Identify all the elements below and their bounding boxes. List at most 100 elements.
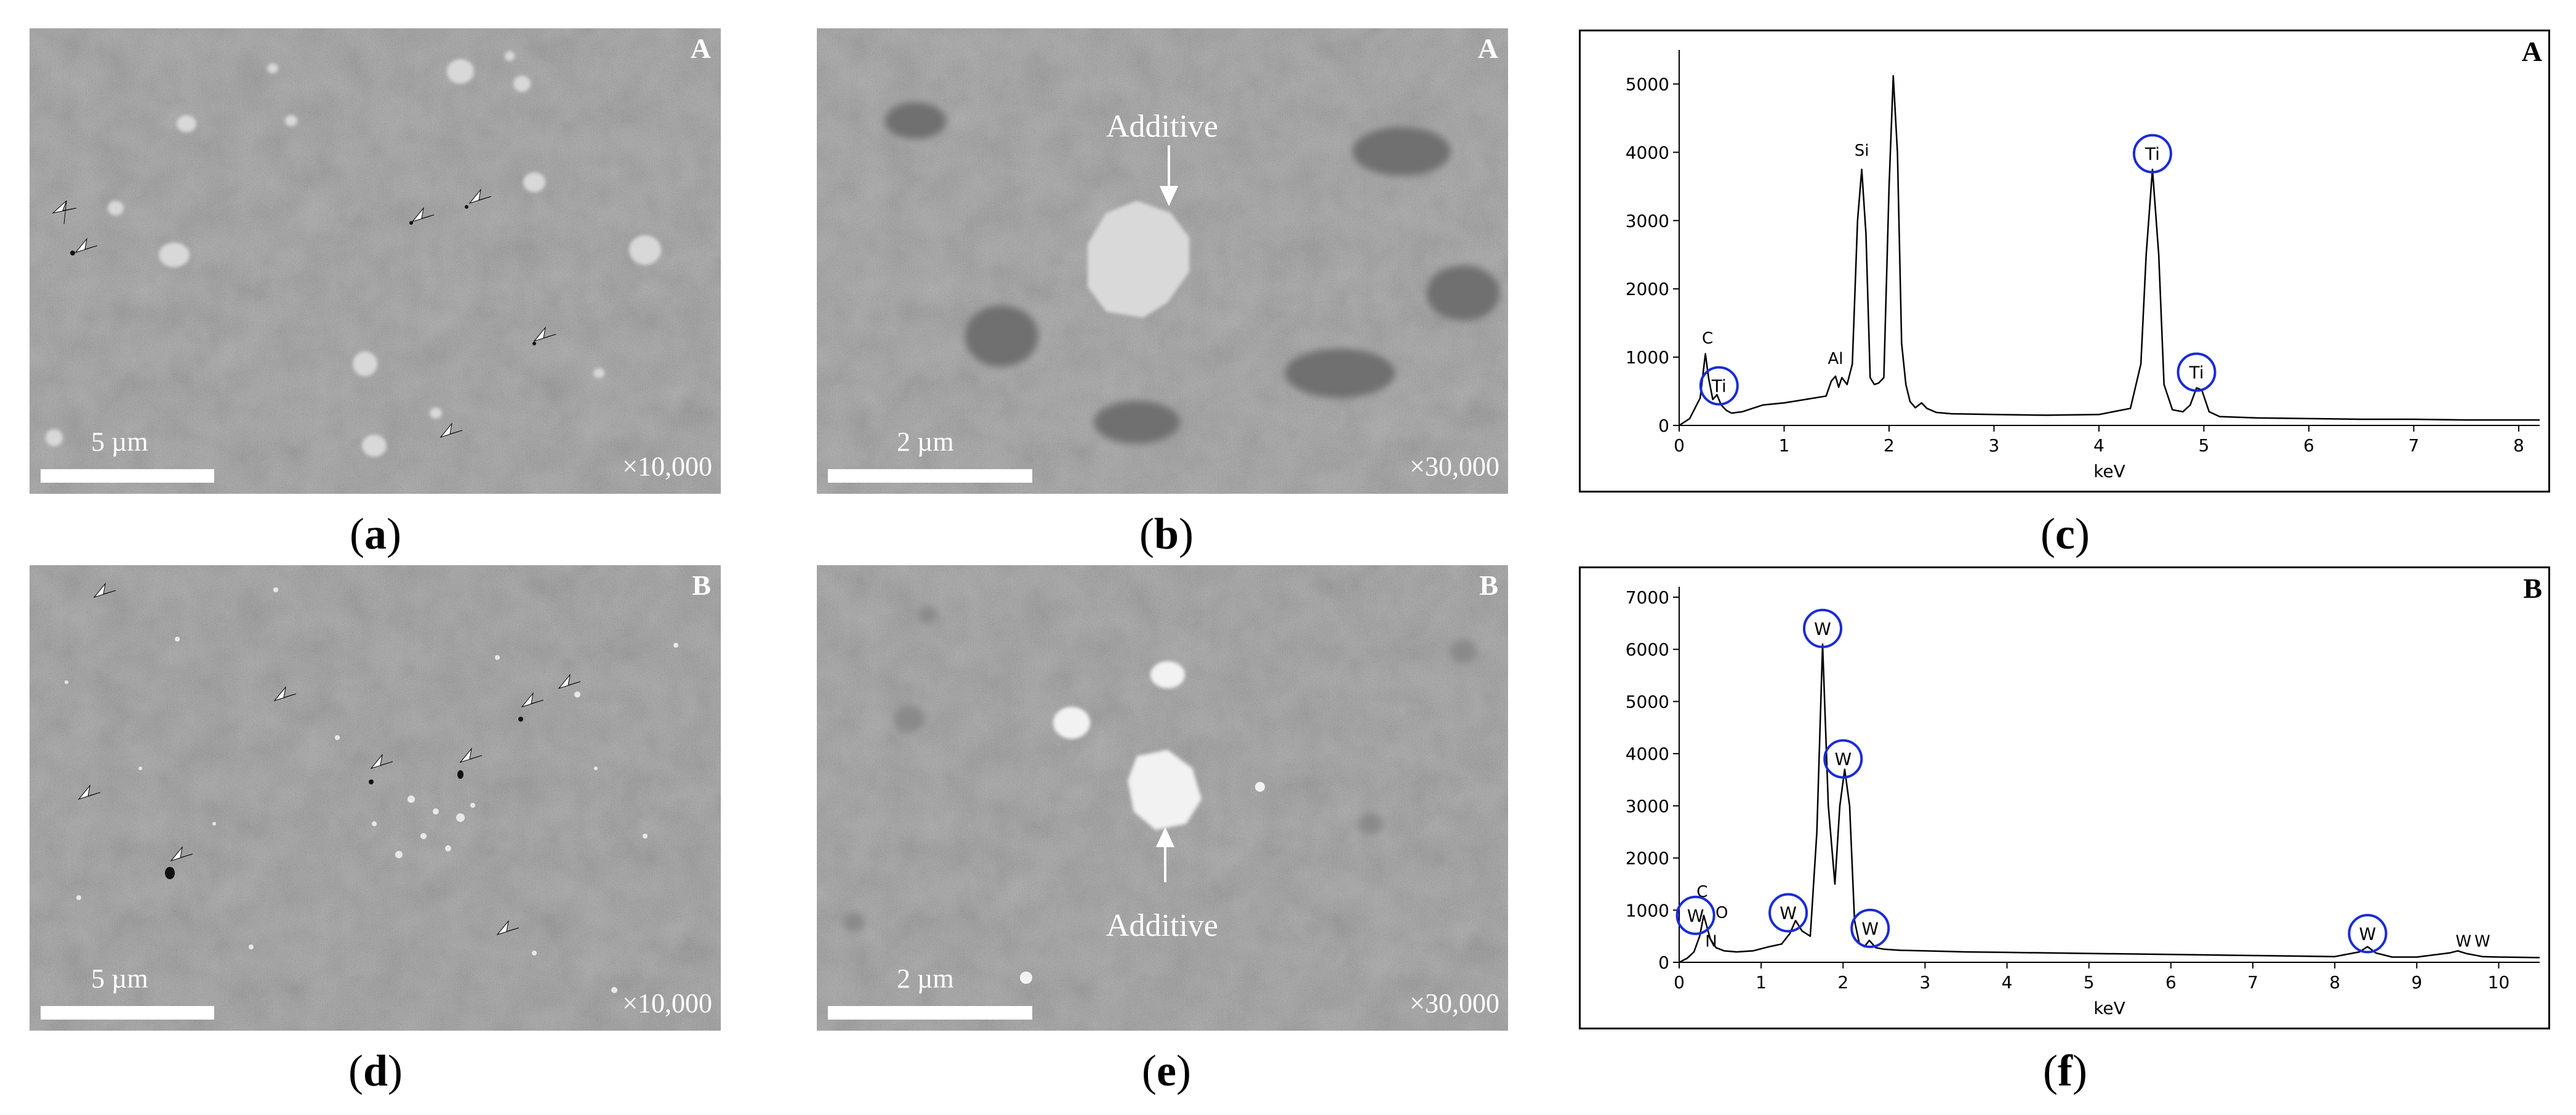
x-tick-label: 2	[1884, 435, 1895, 456]
magnification-label: ×10,000	[622, 988, 712, 1018]
x-tick-label: 7	[2409, 435, 2420, 456]
peak-circle	[1823, 739, 1863, 779]
sample-label: A	[2521, 36, 2542, 67]
x-tick-label: 8	[2513, 435, 2524, 456]
scale-bar	[828, 469, 1032, 483]
sem-image-d-canvas	[30, 565, 721, 1031]
circled-peak-label: W	[1675, 895, 1715, 935]
sample-label: B	[1479, 570, 1498, 601]
sem-image-d: 5 µm ×10,000 B	[30, 565, 721, 1031]
eds-chart-f-svg: 0 1000 2000 3000 4000 5000 6000 7000 0 1 2 3 4 5 6 7 8 9 1…	[1626, 587, 2540, 1018]
peak-label: W	[1834, 749, 1852, 770]
circled-peak-label: Ti	[2177, 352, 2217, 392]
additive-label: Additive	[1106, 908, 1218, 943]
x-tick-label: 4	[2093, 435, 2105, 456]
sample-label: A	[1477, 33, 1498, 64]
peak-circle	[2177, 352, 2217, 392]
y-tick-label: 3000	[1626, 796, 1669, 816]
eds-chart-c-svg: 0 1000 2000 3000 4000 5000 0 1 2 3 4 5 6 7 8 keV C Si Al Ti…	[1626, 50, 2540, 481]
eds-chart-f: 0 1000 2000 3000 4000 5000 6000 7000 0 1 2 3 4 5 6 7 8 9 1…	[1579, 566, 2550, 1029]
peak-circle	[1768, 893, 1808, 933]
peak-circle	[1675, 895, 1715, 935]
x-axis-label: keV	[2093, 461, 2125, 481]
peak-label: C	[1702, 329, 1713, 348]
panel-label-e: (e)	[1142, 1046, 1191, 1095]
scale-bar	[828, 1006, 1032, 1020]
y-tick-label: 6000	[1626, 640, 1669, 660]
circled-peak-label: Ti	[1699, 366, 1739, 406]
peak-label: W	[1861, 919, 1879, 939]
peak-label: Ti	[2145, 144, 2160, 164]
eds-chart-c: 0 1000 2000 3000 4000 5000 0 1 2 3 4 5 6 7 8 keV C Si Al Ti…	[1579, 30, 2550, 493]
pore-arrows	[78, 582, 581, 935]
y-tick-label: 3000	[1626, 211, 1669, 231]
y-tick-label: 0	[1658, 416, 1669, 436]
sem-image-a: 5 µm ×10,000 A	[30, 28, 721, 494]
circled-peak-label: Ti	[2132, 134, 2172, 174]
peak-circle	[2132, 134, 2172, 174]
x-tick-label: 4	[2002, 972, 2013, 992]
sem-image-b-canvas	[817, 28, 1508, 494]
sample-label: B	[2523, 573, 2542, 604]
x-tick-label: 0	[1674, 435, 1685, 456]
peak-label: W	[1780, 903, 1797, 924]
particles	[46, 51, 661, 457]
sem-image-e: Additive 2 µm ×30,000 B	[817, 565, 1508, 1031]
sem-image-e-canvas	[817, 565, 1508, 1031]
peak-label: W	[2455, 933, 2471, 951]
spectrum-line	[1679, 643, 2540, 964]
additive-label: Additive	[1106, 109, 1218, 144]
y-tick-label: 5000	[1626, 691, 1669, 712]
y-tick-label: 1000	[1626, 900, 1669, 920]
peak-label: W	[2359, 924, 2377, 944]
panel-label-f: (f)	[2043, 1046, 2087, 1095]
peak-label: Ti	[1711, 376, 1727, 396]
additive-particle	[1088, 201, 1189, 318]
x-tick-label: 0	[1674, 972, 1685, 992]
x-tick-label: 1	[1755, 972, 1767, 992]
additive-particles	[1020, 661, 1265, 984]
peak-circle	[1699, 366, 1739, 406]
magnification-label: ×30,000	[1410, 451, 1499, 481]
peak-label: W	[2474, 933, 2490, 951]
x-tick-label: 2	[1837, 972, 1848, 992]
y-tick-label: 0	[1658, 952, 1669, 973]
panel-label-c: (c)	[2040, 509, 2090, 558]
pore-arrows	[52, 188, 556, 438]
panel-label-d: (d)	[348, 1046, 403, 1095]
scale-bar-label: 5 µm	[91, 427, 148, 457]
y-tick-label: 4000	[1626, 142, 1669, 163]
peak-label: Si	[1855, 142, 1869, 160]
peak-circle	[2348, 914, 2388, 954]
sem-image-b: Additive 2 µm ×30,000 A	[817, 28, 1508, 494]
magnification-label: ×10,000	[622, 451, 712, 481]
circled-peak-label: W	[2348, 914, 2388, 954]
x-tick-label: 7	[2247, 972, 2258, 992]
peak-label: Al	[1828, 350, 1844, 368]
x-tick-label: 9	[2411, 972, 2422, 992]
panel-label-b: (b)	[1139, 509, 1194, 558]
x-tick-label: 5	[2084, 972, 2095, 992]
additive-arrow	[1159, 145, 1179, 206]
peak-label: N	[1705, 933, 1717, 951]
x-tick-label: 1	[1779, 435, 1790, 456]
y-tick-label: 7000	[1626, 587, 1669, 608]
x-axis-label: keV	[2093, 998, 2125, 1018]
panel-label-a: (a)	[350, 509, 401, 558]
additive-arrow	[1155, 827, 1175, 882]
x-tick-label: 8	[2329, 972, 2340, 992]
scale-bar-label: 2 µm	[897, 964, 954, 994]
y-tick-label: 4000	[1626, 744, 1669, 764]
sample-label: A	[690, 33, 711, 64]
y-tick-label: 1000	[1626, 347, 1669, 368]
y-tick-label: 5000	[1626, 74, 1669, 94]
scale-bar	[41, 1006, 214, 1020]
x-tick-label: 10	[2488, 972, 2510, 992]
sem-image-a-canvas	[30, 28, 721, 494]
spectrum-line	[1679, 74, 2540, 427]
peak-label: Ti	[2188, 362, 2204, 382]
x-tick-label: 3	[1920, 972, 1931, 992]
magnification-label: ×30,000	[1410, 988, 1499, 1018]
circled-peak-label: W	[1803, 608, 1842, 648]
peak-circle	[1803, 608, 1842, 648]
